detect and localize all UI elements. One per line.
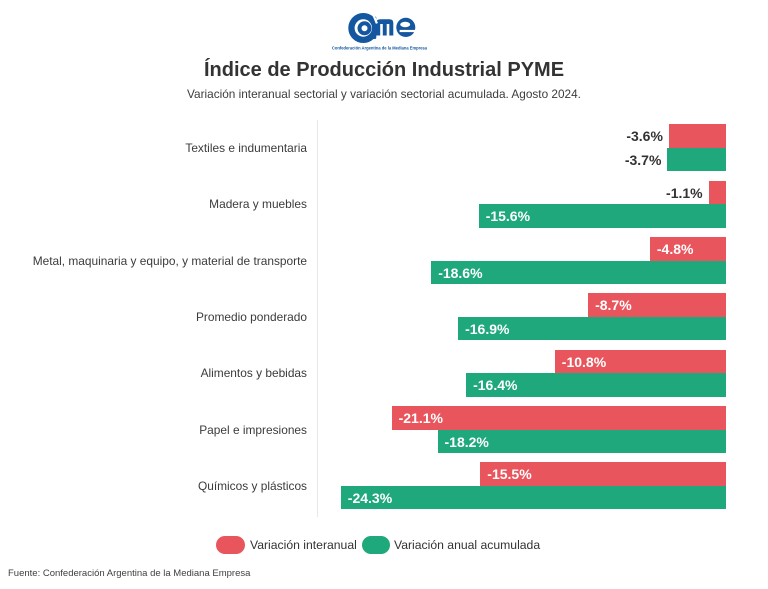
svg-text:Confederación Argentina de la: Confederación Argentina de la Mediana Em… [332,46,428,51]
